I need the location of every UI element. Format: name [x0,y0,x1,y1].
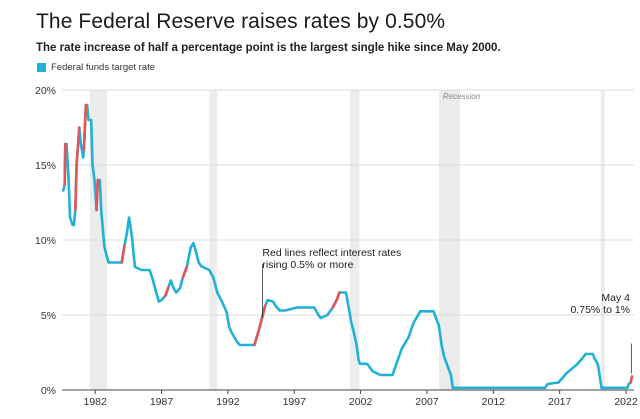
hike-segment [95,178,100,212]
x-tick-label: 2002 [349,396,373,408]
x-axis: 1982 1987 1992 1997 2002 2007 2012 2017 2022 [62,389,638,408]
hike-segment [82,103,88,152]
x-tick-label: 2017 [548,396,572,408]
annotation-text: rising 0.5% or more [262,259,353,271]
x-tick-label: 1982 [83,396,107,408]
hike-segment [74,126,81,212]
annotation-text: May 4 [601,292,630,304]
hike-segment [253,304,267,347]
y-tick-label: 10% [35,235,56,247]
recession-label: Recession [443,92,481,101]
x-tick-label: 1987 [150,396,174,408]
x-tick-label: 2012 [482,396,506,408]
x-tick-label: 2022 [614,396,638,408]
hike-segment [181,265,189,279]
y-tick-label: 15% [35,160,56,172]
x-tick-label: 1992 [216,396,240,408]
hike-segment [63,142,67,186]
legend-label: Federal funds target rate [51,62,156,73]
hike-segment [629,375,634,384]
legend-swatch [37,63,46,72]
x-tick-label: 1997 [283,396,307,408]
annotation-text: Red lines reflect interest rates [262,247,401,259]
hike-segment [164,286,170,297]
hike-segment [331,291,341,309]
hike-segments [63,103,634,384]
gridlines [62,89,634,316]
chart-title: The Federal Reserve raises rates by 0.50… [36,10,446,33]
chart-legend: Federal funds target rate [37,62,155,73]
annotation-text: 0.75% to 1% [570,304,630,316]
y-tick-label: 20% [35,85,56,97]
y-axis: 0% 5% 10% 15% 20% [35,85,56,397]
chart-subtitle: The rate increase of half a percentage p… [36,42,501,54]
x-tick-label: 2007 [415,396,439,408]
y-tick-label: 0% [41,385,56,397]
hike-segment [120,244,126,264]
y-tick-label: 5% [41,310,56,322]
